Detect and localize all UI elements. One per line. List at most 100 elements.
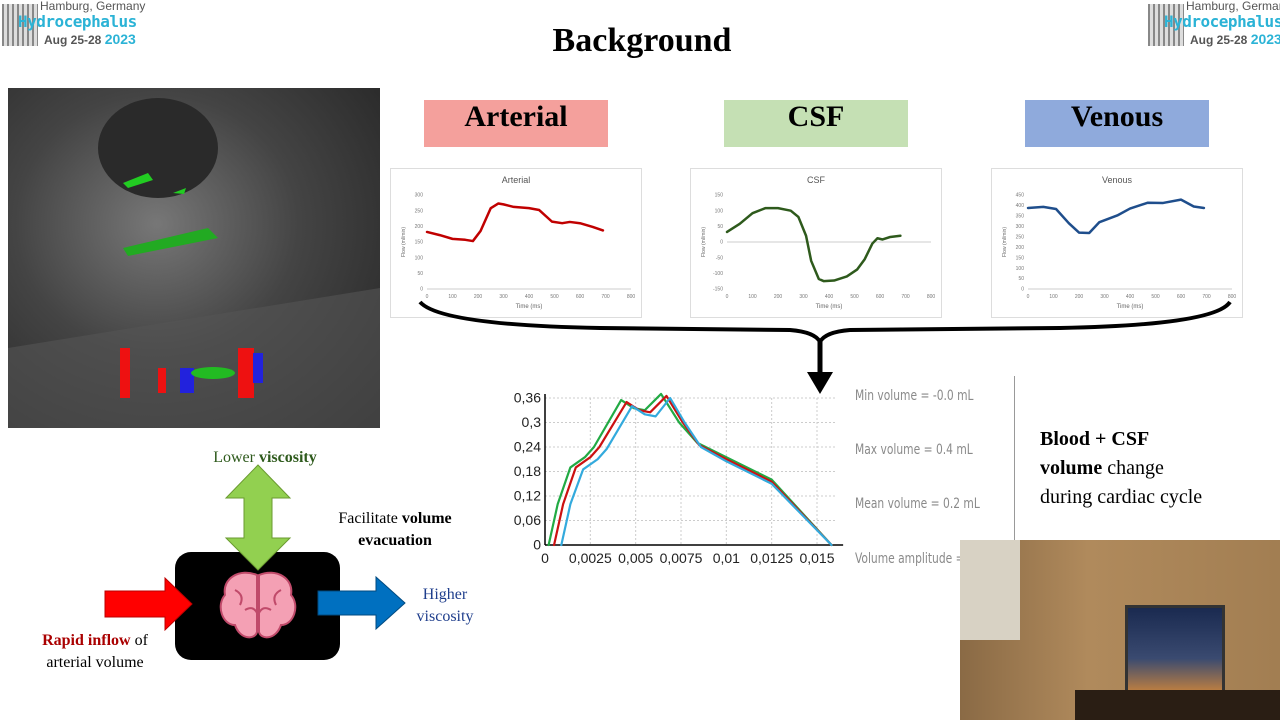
summary-text: Blood + CSF volume change during cardiac c… — [1040, 428, 1203, 508]
series-line — [547, 392, 833, 547]
series-line — [560, 396, 833, 547]
x-tick-label: 100 — [448, 294, 457, 300]
x-tick-label: 0 — [726, 294, 729, 300]
y-tick-label: 200 — [1016, 245, 1025, 251]
x-axis-label: Time (ms) — [816, 304, 843, 310]
arterial-chart: Arterial 0 50 100 150 200 250 300 0 100 200 300 400 5… — [390, 168, 642, 318]
y-tick-label: 150 — [415, 240, 424, 246]
y-tick-label: -50 — [716, 255, 723, 261]
y-tick-label: 0,24 — [514, 439, 541, 455]
volume-amplitude: Volume amplitude = — [855, 551, 965, 567]
up-down-arrow — [224, 464, 292, 571]
facilitate-label: Facilitate volume evacuation — [338, 510, 452, 549]
higher-viscosity-label: Higher viscosity — [416, 586, 474, 625]
y-tick-label: 0 — [1021, 287, 1024, 293]
brain-icon — [219, 571, 297, 639]
x-tick-label: 700 — [1202, 294, 1211, 300]
y-tick-label: 0,36 — [514, 390, 541, 406]
rapid-inflow-label: Rapid inflow of arterial volume — [42, 632, 148, 671]
x-tick-label: 500 — [550, 294, 559, 300]
x-tick-label: 600 — [1177, 294, 1186, 300]
max-volume: Max volume = 0.4 mL — [855, 442, 973, 458]
chart-title: Arterial — [501, 175, 531, 185]
x-tick-label: 0 — [1027, 294, 1030, 300]
y-tick-label: 0,3 — [522, 414, 542, 430]
chart-title: CSF — [807, 175, 825, 185]
lower-viscosity-label: Lower viscosity — [213, 449, 317, 466]
y-tick-label: 0,06 — [514, 512, 541, 528]
y-tick-label: 100 — [415, 255, 424, 261]
y-tick-label: 0,18 — [514, 463, 541, 479]
slide-title: Background — [552, 22, 732, 59]
x-tick-label: 100 — [1049, 294, 1058, 300]
x-tick-label: 300 — [799, 294, 808, 300]
x-tick-label: 0,005 — [618, 550, 653, 566]
outflow-arrow — [317, 575, 406, 631]
series-line — [725, 206, 902, 283]
x-tick-label: 800 — [627, 294, 636, 300]
inflow-arrow — [104, 576, 193, 632]
y-tick-label: 0 — [720, 240, 723, 246]
brace-arrow — [418, 300, 1232, 394]
csf-label: CSF — [724, 100, 908, 147]
x-tick-label: 300 — [1100, 294, 1109, 300]
x-tick-label: 0,0025 — [569, 550, 612, 566]
volume-change-chart: 0 0,06 0,12 0,18 0,24 0,3 0,36 0 0,0025 0,005 0,00… — [514, 390, 844, 566]
x-tick-label: 200 — [474, 294, 483, 300]
x-tick-label: 0,0075 — [660, 550, 703, 566]
y-tick-label: 150 — [715, 193, 724, 199]
x-tick-label: 0,01 — [713, 550, 740, 566]
csf-chart: CSF -150 -100 -50 0 50 100 150 0 100 200 300 400 500 6… — [690, 168, 942, 318]
y-tick-label: 0,12 — [514, 488, 541, 504]
x-tick-label: 0,0125 — [750, 550, 793, 566]
y-tick-label: 350 — [1016, 214, 1025, 220]
y-tick-label: 0 — [420, 287, 423, 293]
x-tick-label: 600 — [876, 294, 885, 300]
x-tick-label: 700 — [601, 294, 610, 300]
x-tick-label: 600 — [576, 294, 585, 300]
x-tick-label: 0,015 — [799, 550, 834, 566]
y-tick-label: 450 — [1016, 193, 1025, 199]
min-volume: Min volume = -0.0 mL — [855, 388, 974, 404]
mri-flow-image — [8, 88, 380, 428]
x-tick-label: 300 — [499, 294, 508, 300]
mean-volume: Mean volume = 0.2 mL — [855, 496, 980, 512]
y-tick-label: 400 — [1016, 203, 1025, 209]
divider — [1014, 376, 1015, 540]
x-tick-label: 800 — [927, 294, 936, 300]
y-tick-label: 250 — [1016, 234, 1025, 240]
series-line — [1026, 198, 1206, 235]
y-axis-label: Flow (ml/min) — [701, 227, 707, 257]
x-tick-label: 700 — [901, 294, 910, 300]
y-tick-label: 300 — [1016, 224, 1025, 230]
viscosity-diagram — [104, 464, 406, 660]
y-tick-label: 50 — [1018, 276, 1024, 282]
y-tick-label: 50 — [417, 271, 423, 277]
x-tick-label: 400 — [825, 294, 834, 300]
y-tick-label: 250 — [415, 208, 424, 214]
x-axis-label: Time (ms) — [516, 304, 543, 310]
speaker-video-inset — [960, 540, 1280, 720]
x-tick-label: 500 — [850, 294, 859, 300]
y-tick-label: 100 — [1016, 266, 1025, 272]
x-tick-label: 400 — [1126, 294, 1135, 300]
y-tick-label: 100 — [715, 208, 724, 214]
x-tick-label: 500 — [1151, 294, 1160, 300]
x-tick-label: 800 — [1228, 294, 1237, 300]
y-axis-label: Flow (ml/min) — [401, 227, 407, 257]
x-axis-label: Time (ms) — [1117, 304, 1144, 310]
y-tick-label: 0 — [533, 537, 541, 553]
y-tick-label: 150 — [1016, 255, 1025, 261]
conference-logo-left: Hamburg, Germany Hydrocephalus Aug 25-28 2… — [0, 0, 145, 48]
x-tick-label: 0 — [541, 550, 549, 566]
series-line — [552, 394, 833, 547]
y-tick-label: -100 — [713, 271, 723, 277]
x-tick-label: 0 — [426, 294, 429, 300]
y-tick-label: -150 — [713, 287, 723, 293]
y-tick-label: 300 — [415, 193, 424, 199]
x-tick-label: 200 — [774, 294, 783, 300]
arterial-label: Arterial — [424, 100, 608, 147]
venous-label: Venous — [1025, 100, 1209, 147]
x-tick-label: 200 — [1075, 294, 1084, 300]
